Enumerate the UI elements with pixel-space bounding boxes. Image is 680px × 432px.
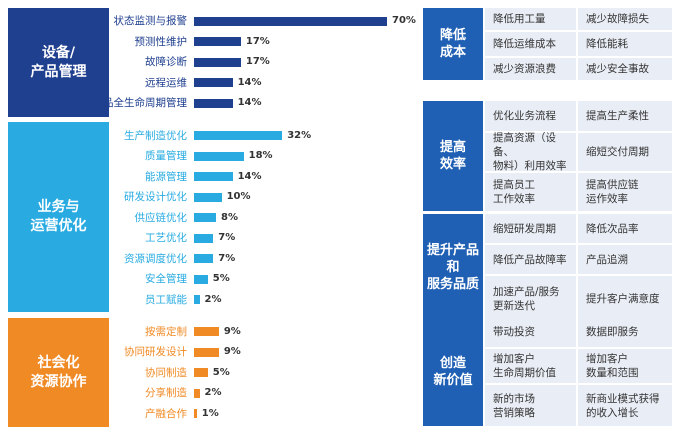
bar <box>194 409 197 418</box>
bar <box>194 78 233 87</box>
category-label: 资源调度优化 <box>124 252 187 265</box>
value-cell: 增加客户 生命周期价值 <box>485 349 576 383</box>
bar-value-label: 9% <box>223 325 241 337</box>
value-cell: 降低用工量 <box>485 8 576 30</box>
category-label: 远程运维 <box>145 76 187 89</box>
category-label: 工艺优化 <box>145 232 187 244</box>
group-label-2: 社会化 资源协作 <box>8 318 109 427</box>
bar-value-label: 7% <box>218 232 236 243</box>
value-cell: 降低能耗 <box>578 32 672 56</box>
bar-value-label: 7% <box>218 252 236 264</box>
bar-value-label: 14% <box>237 97 262 108</box>
bar <box>194 98 233 108</box>
value-cell: 产品追溯 <box>578 245 672 274</box>
bar-value-label: 9% <box>223 346 241 357</box>
category-label: 供应链优化 <box>134 211 188 224</box>
category-label: 协同研发设计 <box>124 346 187 358</box>
value-category: 降低 成本 <box>423 8 483 80</box>
value-cell: 减少安全事故 <box>578 58 672 80</box>
bar <box>194 295 200 304</box>
bar <box>194 368 208 377</box>
value-cell: 数据即服务 <box>578 317 672 347</box>
value-cell: 新的市场 营销策略 <box>485 385 576 426</box>
category-label: 协同制造 <box>145 366 187 379</box>
bar-value-label: 17% <box>245 56 270 67</box>
bar-value-label: 8% <box>221 211 239 223</box>
category-label: 能源管理 <box>145 170 187 183</box>
bar-value-label: 5% <box>212 366 230 378</box>
bar-value-label: 5% <box>212 273 230 284</box>
value-category: 提升产品 和 服务品质 <box>423 214 483 321</box>
bar <box>194 327 219 336</box>
category-label: 状态监测与报警 <box>113 15 188 27</box>
bar <box>194 388 200 398</box>
bar-value-label: 14% <box>237 76 262 88</box>
bar <box>194 274 208 284</box>
bar-value-label: 70% <box>392 15 416 26</box>
bar <box>194 254 214 263</box>
bar <box>194 172 233 181</box>
value-cell: 提高供应链 运作效率 <box>578 173 672 211</box>
value-cell: 降低产品故障率 <box>485 245 576 274</box>
bar <box>194 347 219 357</box>
bar-value-label: 14% <box>237 170 262 182</box>
category-label: 研发设计优化 <box>124 191 187 203</box>
bar <box>194 16 387 26</box>
bar <box>194 233 214 243</box>
bar-value-label: 1% <box>201 407 219 419</box>
bar-value-label: 17% <box>245 35 270 47</box>
value-cell: 提高资源（设备、 物料）利用效率 <box>485 132 576 172</box>
bar <box>194 57 241 67</box>
value-cell: 减少故障损失 <box>578 8 672 30</box>
bar <box>194 213 217 222</box>
bar-value-label: 10% <box>226 191 251 202</box>
value-cell: 增加客户 数量和范围 <box>578 349 672 383</box>
bar <box>194 37 241 46</box>
value-cell: 带动投资 <box>485 317 576 347</box>
category-label: 预测性维护 <box>134 35 188 48</box>
value-cell: 减少资源浪费 <box>485 58 576 80</box>
value-cell: 降低次品率 <box>578 214 672 243</box>
value-cell: 加速产品/服务 更新迭代 <box>485 276 576 321</box>
category-label: 安全管理 <box>145 273 187 285</box>
value-cell: 优化业务流程 <box>485 101 576 131</box>
category-label: 员工赋能 <box>145 293 187 306</box>
bar-value-label: 2% <box>204 293 222 305</box>
category-label: 按需定制 <box>145 325 187 338</box>
category-label: 生产制造优化 <box>124 129 187 142</box>
group-label-1: 业务与 运营优化 <box>8 122 109 312</box>
category-label: 产融合作 <box>145 407 187 420</box>
bar-value-label: 32% <box>287 129 312 141</box>
category-label: 质量管理 <box>145 150 187 162</box>
bar-value-label: 2% <box>204 387 222 398</box>
group-label-0: 设备/ 产品管理 <box>8 8 109 117</box>
value-cell: 降低运维成本 <box>485 32 576 56</box>
category-label: 产品全生命周期管理 <box>92 97 188 109</box>
category-label: 分享制造 <box>145 387 187 399</box>
bar <box>194 192 222 202</box>
value-cell: 提高生产柔性 <box>578 101 672 131</box>
bar <box>194 131 283 140</box>
value-cell: 提高员工 工作效率 <box>485 173 576 211</box>
value-cell: 缩短研发周期 <box>485 214 576 243</box>
bar-value-label: 18% <box>248 150 273 161</box>
value-cell: 提升客户满意度 <box>578 276 672 321</box>
category-label: 故障诊断 <box>145 56 187 68</box>
value-category: 创造 新价值 <box>423 317 483 426</box>
value-cell: 缩短交付周期 <box>578 133 672 171</box>
bar <box>194 151 244 161</box>
value-category: 提高 效率 <box>423 101 483 211</box>
value-cell: 新商业模式获得 的收入增长 <box>578 385 672 426</box>
